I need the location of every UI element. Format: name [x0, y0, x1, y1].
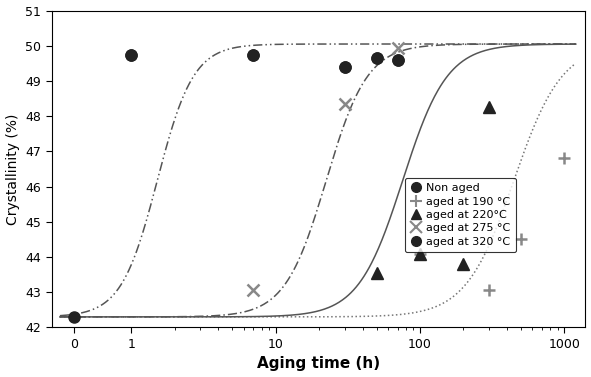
Line: aged at 320 °C: aged at 320 °C: [126, 49, 403, 72]
aged at 320 °C: [250, 52, 257, 57]
aged at 320 °C: [128, 52, 135, 57]
aged at 220°C: [485, 105, 492, 110]
aged at 190 °C: [561, 156, 568, 161]
aged at 320 °C: [341, 64, 348, 69]
X-axis label: Aging time (h): Aging time (h): [257, 356, 380, 371]
Line: aged at 190 °C: aged at 190 °C: [414, 152, 570, 297]
aged at 275 °C: [394, 45, 401, 50]
aged at 275 °C: [341, 102, 348, 106]
aged at 190 °C: [517, 237, 524, 242]
aged at 190 °C: [417, 251, 424, 256]
Non aged: [70, 315, 77, 319]
Y-axis label: Crystallinity (%): Crystallinity (%): [5, 113, 20, 225]
Legend: Non aged, aged at 190 °C, aged at 220°C, aged at 275 °C, aged at 320 °C: Non aged, aged at 190 °C, aged at 220°C,…: [405, 178, 516, 252]
aged at 220°C: [373, 271, 380, 275]
Line: aged at 275 °C: aged at 275 °C: [247, 41, 404, 297]
aged at 320 °C: [373, 56, 380, 60]
Non aged: [394, 58, 401, 62]
Line: aged at 220°C: aged at 220°C: [371, 102, 495, 279]
aged at 220°C: [460, 262, 467, 267]
Non aged: [128, 52, 135, 57]
Non aged: [373, 56, 380, 60]
Non aged: [341, 64, 348, 69]
aged at 220°C: [417, 251, 424, 256]
Non aged: [250, 52, 257, 57]
aged at 320 °C: [394, 58, 401, 62]
aged at 275 °C: [250, 288, 257, 293]
Line: Non aged: Non aged: [69, 49, 403, 322]
aged at 190 °C: [485, 288, 492, 293]
